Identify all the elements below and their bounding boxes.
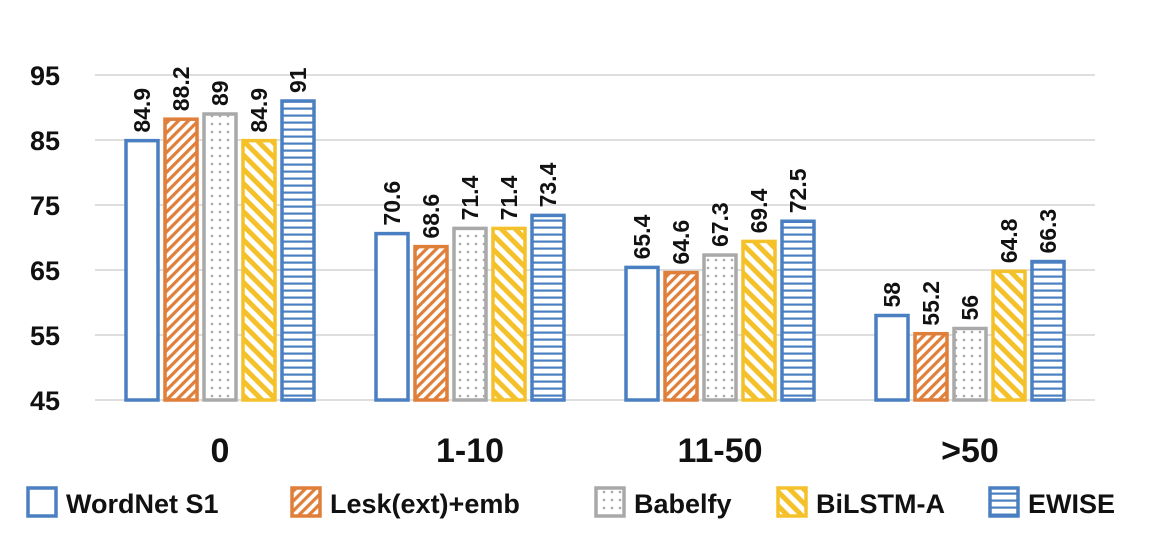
y-tick-label: 85 xyxy=(30,126,60,156)
data-label: 84.9 xyxy=(246,88,272,133)
data-label: 55.2 xyxy=(918,281,944,326)
data-label: 71.4 xyxy=(457,175,483,220)
data-label: 89 xyxy=(207,80,233,106)
bar xyxy=(624,265,660,402)
x-category-label: >50 xyxy=(941,432,999,470)
bar xyxy=(491,226,527,402)
legend-label: EWISE xyxy=(1028,489,1115,519)
data-label: 88.2 xyxy=(168,66,194,111)
data-label: 91 xyxy=(285,67,311,93)
bar xyxy=(374,231,410,402)
bar xyxy=(702,253,738,402)
data-label: 64.6 xyxy=(668,220,694,265)
legend-label: Babelfy xyxy=(634,489,732,519)
y-tick-label: 95 xyxy=(30,61,60,91)
bar xyxy=(913,331,949,402)
legend-label: WordNet S1 xyxy=(66,489,219,519)
legend-swatch xyxy=(26,486,58,518)
bar xyxy=(780,219,816,402)
legend-swatch xyxy=(290,486,322,518)
data-label: 65.4 xyxy=(629,214,655,259)
x-axis: 0 1-10 11-50 >50 xyxy=(211,432,999,470)
bar xyxy=(163,117,199,402)
data-label: 71.4 xyxy=(496,175,522,220)
bar xyxy=(530,213,566,402)
x-category-label: 0 xyxy=(211,432,230,470)
y-tick-label: 55 xyxy=(30,321,60,351)
data-label: 84.9 xyxy=(129,88,155,133)
bar xyxy=(202,112,238,402)
x-category-label: 1-10 xyxy=(436,432,504,470)
data-label: 66.3 xyxy=(1035,209,1061,254)
legend-swatch xyxy=(594,486,626,518)
legend-swatch xyxy=(776,486,808,518)
bar xyxy=(741,239,777,402)
bars xyxy=(124,99,1066,402)
data-label: 69.4 xyxy=(746,188,772,233)
bar xyxy=(452,226,488,402)
y-tick-label: 45 xyxy=(30,386,60,416)
legend: WordNet S1 Lesk(ext)+emb Babelfy BiLSTM-A EW… xyxy=(26,486,1115,519)
bar xyxy=(991,269,1027,402)
data-labels: 84.9 88.2 89 84.9 91 70.6 68.6 71.4 71.4 73.4 65.4… xyxy=(129,66,1061,325)
data-label: 72.5 xyxy=(785,168,811,213)
bar xyxy=(413,244,449,402)
x-category-label: 11-50 xyxy=(677,432,762,470)
bar xyxy=(124,138,160,402)
y-axis: 45 55 65 75 85 95 xyxy=(30,61,60,416)
bar xyxy=(663,270,699,402)
bar xyxy=(1030,259,1066,402)
legend-swatch xyxy=(988,486,1020,518)
data-label: 58 xyxy=(879,282,905,308)
data-label: 68.6 xyxy=(418,194,444,239)
bar xyxy=(874,313,910,402)
y-tick-label: 75 xyxy=(30,191,60,221)
y-tick-label: 65 xyxy=(30,256,60,286)
data-label: 64.8 xyxy=(996,218,1022,263)
legend-label: Lesk(ext)+emb xyxy=(330,489,520,519)
legend-label: BiLSTM-A xyxy=(816,489,945,519)
bar xyxy=(241,138,277,402)
data-label: 67.3 xyxy=(707,202,733,247)
bar xyxy=(952,326,988,402)
bar xyxy=(280,99,316,402)
data-label: 56 xyxy=(957,295,983,321)
data-label: 70.6 xyxy=(379,181,405,226)
data-label: 73.4 xyxy=(535,162,561,207)
